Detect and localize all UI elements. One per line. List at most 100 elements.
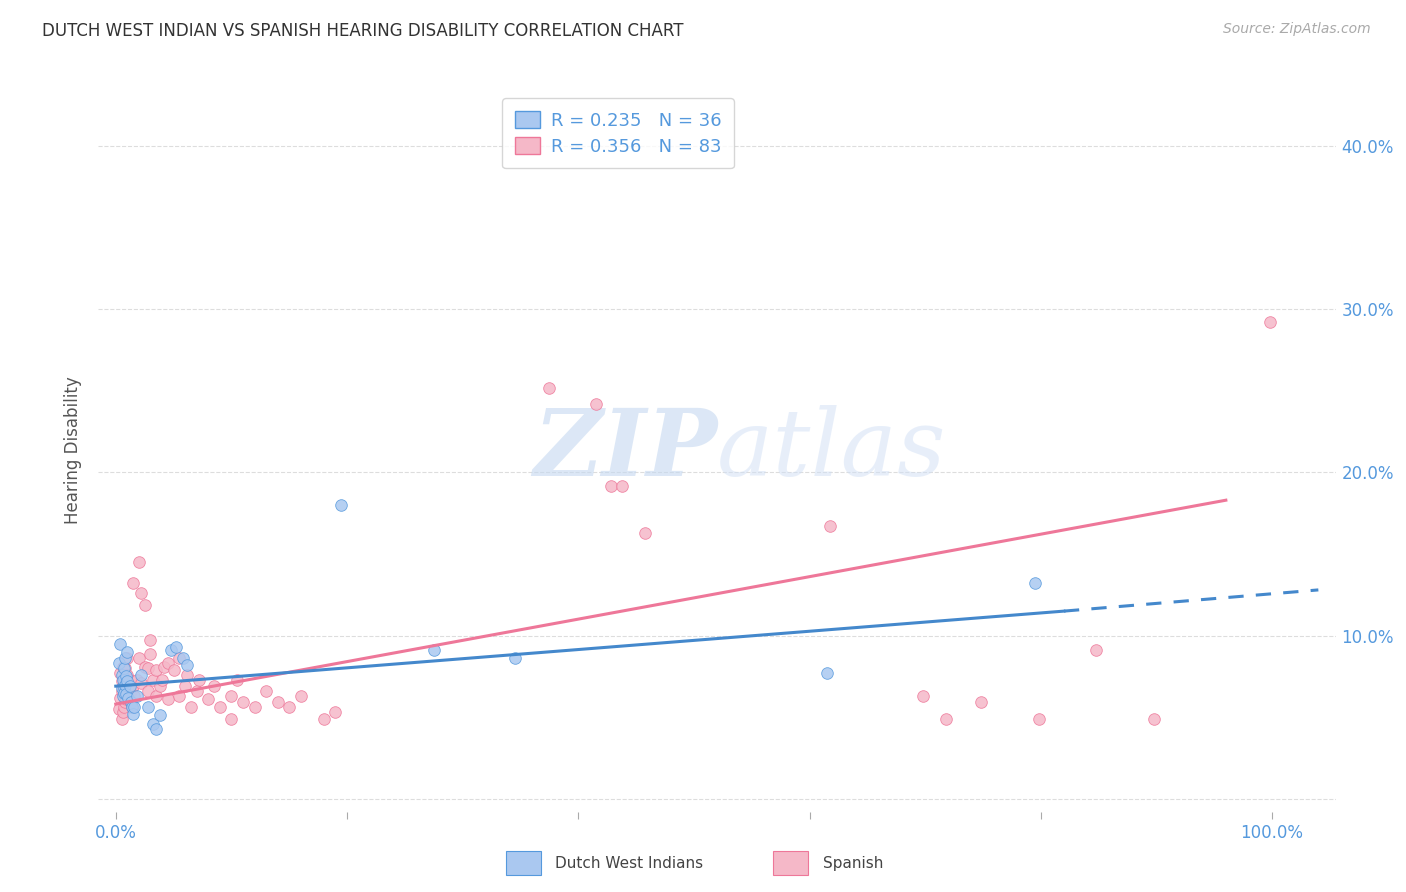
Point <box>266 695 288 709</box>
Point <box>162 663 184 677</box>
Point <box>110 667 132 681</box>
Point <box>108 702 131 716</box>
Point <box>111 689 134 703</box>
Point <box>134 598 156 612</box>
Point <box>254 684 277 698</box>
Point <box>117 674 139 689</box>
Point <box>117 684 139 698</box>
Point <box>156 692 179 706</box>
Point <box>117 651 139 665</box>
Point <box>118 673 141 687</box>
Point <box>149 708 172 723</box>
Point <box>117 667 139 681</box>
Point <box>150 673 173 687</box>
Point <box>110 712 132 726</box>
Point <box>139 647 162 661</box>
Point <box>122 700 145 714</box>
Point <box>117 679 139 693</box>
Point <box>208 700 231 714</box>
Point <box>117 645 139 659</box>
Point <box>176 667 198 681</box>
Point <box>128 651 150 665</box>
Point <box>145 689 167 703</box>
Point <box>174 679 197 693</box>
Point <box>117 692 139 706</box>
Point <box>1085 643 1108 657</box>
Point <box>129 586 152 600</box>
Point <box>169 689 191 703</box>
Point <box>142 716 165 731</box>
Point <box>538 381 561 395</box>
Point <box>165 640 187 654</box>
Point <box>634 525 657 540</box>
Point <box>970 695 993 709</box>
Point <box>112 687 135 701</box>
Point <box>122 679 145 693</box>
Text: DUTCH WEST INDIAN VS SPANISH HEARING DISABILITY CORRELATION CHART: DUTCH WEST INDIAN VS SPANISH HEARING DIS… <box>42 22 683 40</box>
Point <box>122 689 145 703</box>
Point <box>125 673 148 687</box>
Legend: R = 0.235   N = 36, R = 0.356   N = 83: R = 0.235 N = 36, R = 0.356 N = 83 <box>502 98 734 169</box>
Point <box>139 633 162 648</box>
Point <box>142 673 165 687</box>
Point <box>149 679 172 693</box>
Point <box>129 667 152 681</box>
Point <box>599 478 621 492</box>
Point <box>145 663 167 677</box>
Point <box>330 498 353 512</box>
Point <box>112 686 135 700</box>
Point <box>290 689 312 703</box>
Bar <box>773 851 808 875</box>
Point <box>136 684 159 698</box>
Point <box>911 689 934 703</box>
Point <box>1028 712 1050 726</box>
Point <box>180 700 202 714</box>
Point <box>111 705 134 719</box>
Point <box>145 722 167 736</box>
Point <box>172 651 194 665</box>
Point <box>186 684 208 698</box>
Point <box>114 651 136 665</box>
Point <box>815 666 838 681</box>
Y-axis label: Hearing Disability: Hearing Disability <box>65 376 83 524</box>
Point <box>112 681 135 695</box>
Bar <box>506 851 541 875</box>
Point <box>160 643 183 657</box>
Text: Source: ZipAtlas.com: Source: ZipAtlas.com <box>1223 22 1371 37</box>
Point <box>134 659 156 673</box>
Text: atlas: atlas <box>717 406 946 495</box>
Point <box>278 700 301 714</box>
Point <box>114 661 136 675</box>
Text: ZIP: ZIP <box>533 406 717 495</box>
Point <box>188 673 211 687</box>
Point <box>820 519 842 533</box>
Text: Dutch West Indians: Dutch West Indians <box>555 855 703 871</box>
Point <box>221 712 243 726</box>
Point <box>115 687 138 701</box>
Point <box>120 695 142 709</box>
Point <box>585 397 607 411</box>
Point <box>118 679 141 693</box>
Point <box>121 700 143 714</box>
Point <box>1024 576 1046 591</box>
Point <box>128 555 150 569</box>
Point <box>202 679 225 693</box>
Point <box>197 692 219 706</box>
Point <box>153 659 176 673</box>
Point <box>122 576 145 591</box>
Point <box>114 695 136 709</box>
Point <box>125 689 148 703</box>
Point <box>503 651 526 665</box>
Point <box>110 674 132 689</box>
Point <box>312 712 335 726</box>
Point <box>136 661 159 675</box>
Point <box>115 692 138 706</box>
Point <box>612 478 634 492</box>
Point <box>1258 315 1281 329</box>
Point <box>129 676 152 690</box>
Point <box>120 684 142 698</box>
Point <box>122 706 145 721</box>
Point <box>115 671 138 685</box>
Point <box>114 679 136 693</box>
Point <box>232 695 254 709</box>
